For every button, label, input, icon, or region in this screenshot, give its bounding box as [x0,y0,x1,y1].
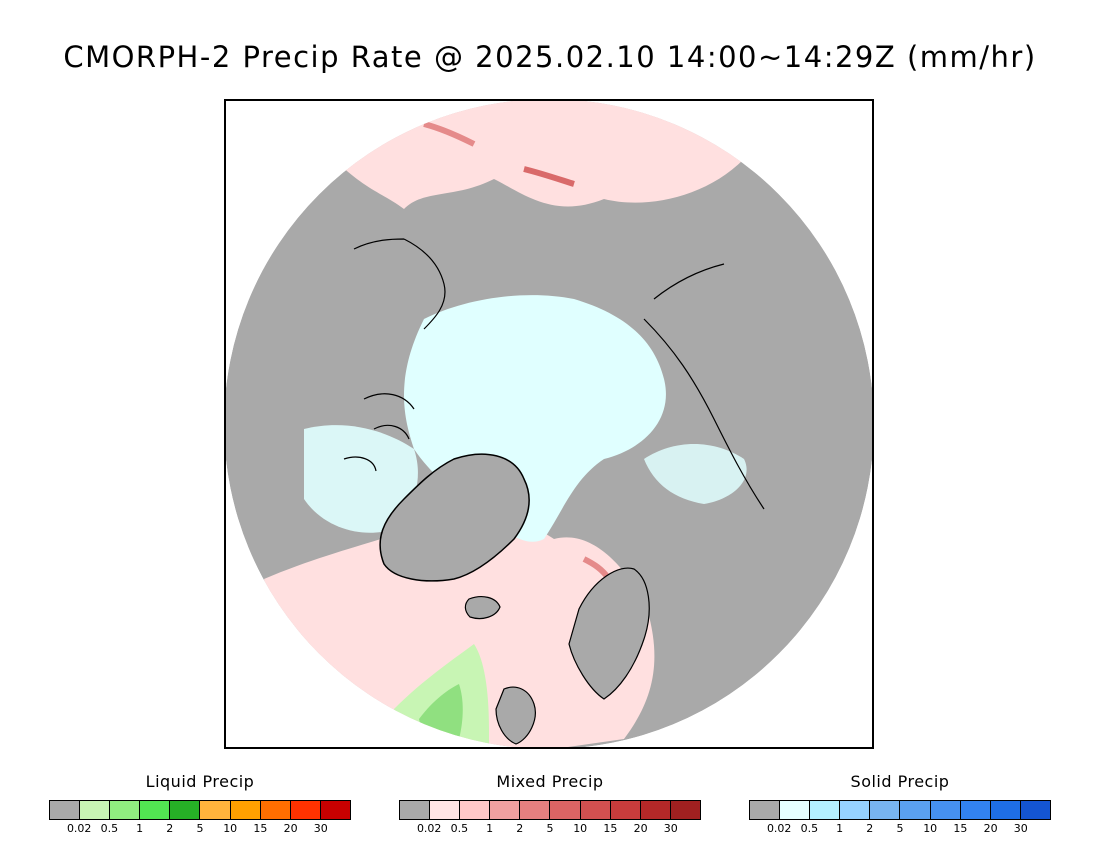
siberia-coast [643,263,765,510]
map-title: CMORPH-2 Precip Rate @ 2025.02.10 14:00~… [63,40,1037,74]
solid-legend-tick-label: 20 [983,822,998,835]
mixed-precip-area-pacific [334,101,744,209]
solid-legend-swatch [1020,801,1050,819]
polar-map [226,101,872,747]
mixed-legend-swatch [640,801,671,819]
liquid-legend-swatch [200,801,231,819]
mixed-legend-tick-label: 0.5 [450,822,469,835]
liquid-legend-tick-label: 30 [313,822,328,835]
liquid-legend-tick-label: 0.5 [100,822,119,835]
liquid-precip-legend: Liquid Precip 0.02 0.5 1 2 5 10 15 20 30 [49,770,351,840]
mixed-legend-swatch [610,801,641,819]
mixed-legend-swatch [550,801,581,819]
mixed-legend-swatch [400,801,431,819]
map-frame [224,99,874,749]
liquid-legend-swatch [320,801,350,819]
liquid-legend-swatch [170,801,201,819]
scandinavia-outline [568,567,650,700]
solid-precip-siberia [644,444,747,504]
liquid-precip-core [419,684,463,739]
solid-legend-swatch [750,801,781,819]
mixed-legend-colorbar [399,800,701,820]
mixed-legend-swatch [670,801,700,819]
mixed-streak-pacific [523,166,575,187]
liquid-legend-swatch [230,801,261,819]
mixed-precip-legend: Mixed Precip 0.02 0.5 1 2 5 10 15 20 30 [399,770,701,840]
liquid-legend-swatch [140,801,171,819]
mixed-legend-title: Mixed Precip [496,772,604,791]
liquid-legend-tick-label: 0.02 [66,822,92,835]
liquid-legend-swatch [80,801,111,819]
british-isles-outline [495,686,536,745]
solid-precip-canada [304,425,418,533]
solid-legend-tick-label: 0.5 [800,822,819,835]
liquid-legend-title: Liquid Precip [145,772,255,791]
mixed-legend-swatch [580,801,611,819]
solid-legend-tick-label: 1 [836,822,844,835]
mixed-streak-north [423,121,476,147]
solid-legend-swatch [990,801,1021,819]
mixed-legend-swatch [520,801,551,819]
mixed-legend-tick-label: 0.02 [416,822,442,835]
liquid-legend-swatch [110,801,141,819]
mixed-legend-tick-label: 1 [486,822,494,835]
solid-legend-swatch [840,801,871,819]
solid-legend-swatch [810,801,841,819]
solid-legend-swatch [780,801,811,819]
mixed-legend-swatch [490,801,521,819]
mixed-legend-tick-label: 2 [516,822,524,835]
mixed-legend-tick-label: 5 [546,822,554,835]
canadian-archipelago-coast [343,393,415,472]
mixed-legend-tick-label: 30 [663,822,678,835]
liquid-legend-tick-label: 20 [283,822,298,835]
liquid-legend-tick-label: 1 [136,822,144,835]
mixed-legend-ticks: 0.02 0.5 1 2 5 10 15 20 30 [399,822,701,836]
mixed-legend-tick-label: 10 [573,822,588,835]
solid-legend-swatch [960,801,991,819]
liquid-legend-swatch [290,801,321,819]
liquid-legend-swatch [50,801,81,819]
solid-legend-tick-label: 10 [923,822,938,835]
liquid-legend-tick-label: 15 [253,822,268,835]
solid-legend-ticks: 0.02 0.5 1 2 5 10 15 20 30 [749,822,1051,836]
iceland-outline [464,596,501,620]
solid-legend-tick-label: 5 [896,822,904,835]
liquid-legend-tick-label: 2 [166,822,174,835]
mixed-legend-swatch [430,801,461,819]
liquid-legend-ticks: 0.02 0.5 1 2 5 10 15 20 30 [49,822,351,836]
solid-legend-title: Solid Precip [850,772,950,791]
mixed-legend-tick-label: 15 [603,822,618,835]
liquid-legend-tick-label: 5 [196,822,204,835]
solid-legend-swatch [930,801,961,819]
liquid-legend-colorbar [49,800,351,820]
mixed-legend-tick-label: 20 [633,822,648,835]
solid-legend-tick-label: 30 [1013,822,1028,835]
liquid-legend-swatch [260,801,291,819]
solid-legend-tick-label: 2 [866,822,874,835]
mixed-legend-swatch [460,801,491,819]
alaska-coast [353,238,446,330]
solid-legend-swatch [900,801,931,819]
solid-legend-tick-label: 15 [953,822,968,835]
solid-legend-swatch [870,801,901,819]
liquid-legend-tick-label: 10 [223,822,238,835]
solid-legend-colorbar [749,800,1051,820]
solid-legend-tick-label: 0.02 [766,822,792,835]
solid-precip-legend: Solid Precip 0.02 0.5 1 2 5 10 15 20 30 [749,770,1051,840]
greenland-outline [379,453,530,582]
